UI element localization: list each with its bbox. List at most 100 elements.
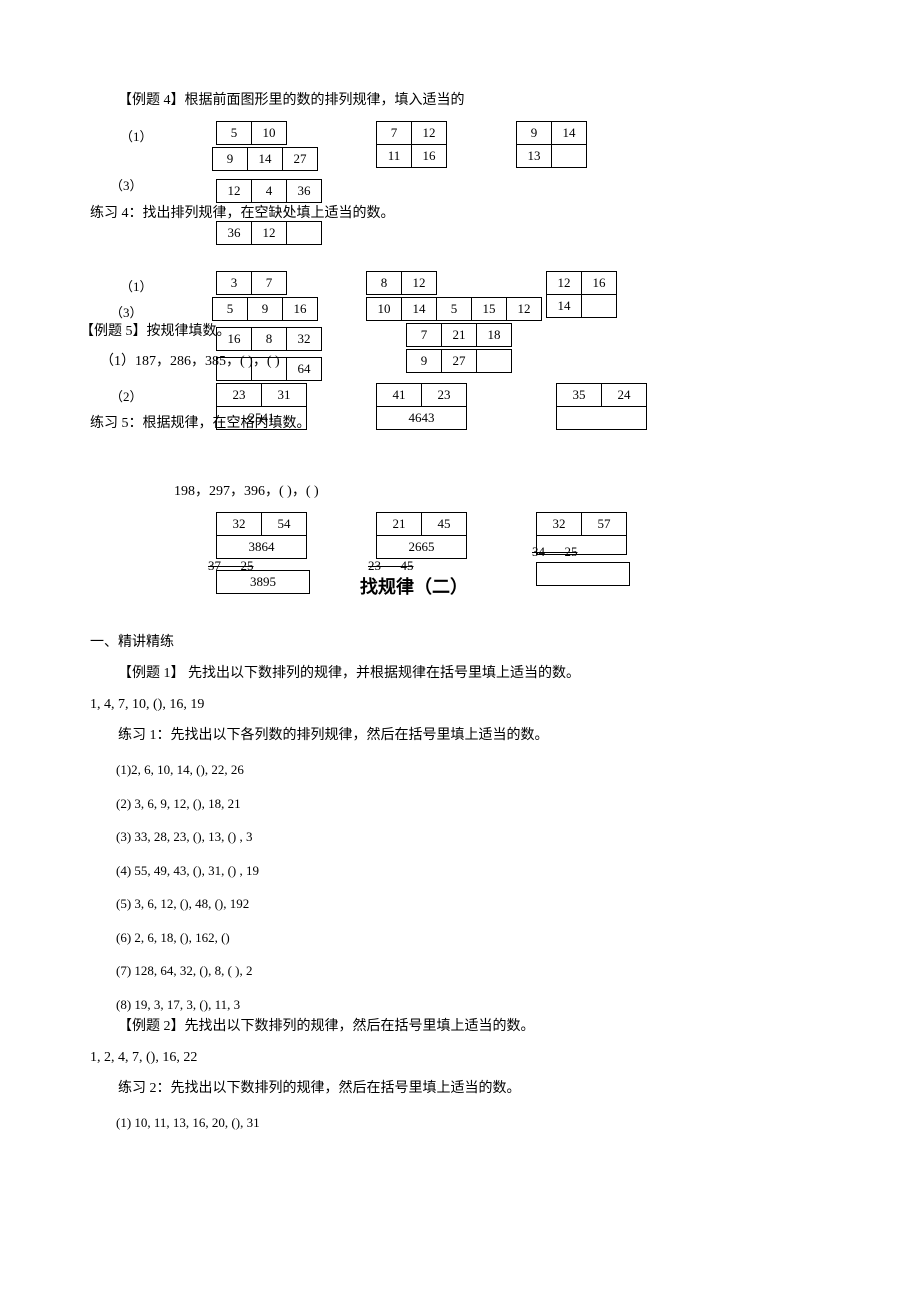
ex4-title: 【例题 4】根据前面图形里的数的排列规律，填入适当的 bbox=[90, 90, 830, 111]
q1-title: 【例题 1】 先找出以下数排列的规律，并根据规律在括号里填上适当的数。 bbox=[90, 663, 830, 684]
cell: 12 bbox=[547, 272, 582, 295]
ex4-grid-1a: 510 bbox=[216, 121, 287, 145]
cell: 8 bbox=[252, 328, 287, 351]
pr4-grid-2c: 72118 bbox=[406, 323, 512, 347]
pr4-grid-1c: 16832 bbox=[216, 327, 322, 351]
cell: 3895 bbox=[217, 571, 310, 594]
cell: 25 bbox=[565, 544, 578, 559]
pr4-grid-1b: 5916 bbox=[212, 297, 318, 321]
cell: 36 bbox=[287, 180, 322, 203]
cell: 41 bbox=[377, 384, 422, 407]
pr4-grid-2a: 812 bbox=[366, 271, 437, 295]
pr4-grid-2b: 101451512 bbox=[366, 297, 542, 321]
cell: 18 bbox=[477, 324, 512, 347]
cell: 14 bbox=[248, 148, 283, 171]
cell: 12 bbox=[402, 272, 437, 295]
cell: 5 bbox=[437, 298, 472, 321]
pr1-item-1: (1)2, 6, 10, 14, (), 22, 26 bbox=[116, 760, 830, 780]
cell: 36 bbox=[217, 222, 252, 245]
pr2-item-1: (1) 10, 11, 13, 16, 20, (), 31 bbox=[116, 1113, 830, 1133]
pr1-item-3: (3) 33, 28, 23, (), 13, () , 3 bbox=[116, 827, 830, 847]
ex4-label-3: （3） bbox=[110, 176, 143, 196]
title-2: 找规律（二） bbox=[360, 574, 468, 601]
ex5-title: 【例题 5】按规律填数。 bbox=[80, 321, 231, 342]
pr2-title: 练习 2：先找出以下数排列的规律，然后在括号里填上适当的数。 bbox=[90, 1078, 830, 1099]
ex4-grid-2: 712 1116 bbox=[376, 121, 447, 168]
pr4-grid-1a: 37 bbox=[216, 271, 287, 295]
cell: 14 bbox=[552, 122, 587, 145]
cell: 32 bbox=[287, 328, 322, 351]
cell bbox=[217, 358, 252, 381]
cell: 16 bbox=[412, 145, 447, 168]
cell: 27 bbox=[442, 350, 477, 373]
ex5-grid-3: 3524 bbox=[556, 383, 647, 430]
cell bbox=[537, 563, 630, 586]
pr5-grid-2: 2145 2665 bbox=[376, 512, 467, 559]
cell bbox=[287, 222, 322, 245]
cell: 9 bbox=[213, 148, 248, 171]
pr1-item-5: (5) 3, 6, 12, (), 48, (), 192 bbox=[116, 894, 830, 914]
cell: 16 bbox=[582, 272, 617, 295]
cell: 5 bbox=[213, 298, 248, 321]
pr5-grid-1: 3254 3864 bbox=[216, 512, 307, 559]
pr4-grid-1d: 64 bbox=[216, 357, 322, 381]
cell: 45 bbox=[401, 558, 414, 573]
cell: 23 bbox=[368, 558, 381, 573]
cell: 5 bbox=[217, 122, 252, 145]
cell bbox=[477, 350, 512, 373]
cell: 4 bbox=[252, 180, 287, 203]
cell: 45 bbox=[422, 513, 467, 536]
pr1-item-6: (6) 2, 6, 18, (), 162, () bbox=[116, 928, 830, 948]
cell: 16 bbox=[217, 328, 252, 351]
cell: 10 bbox=[367, 298, 402, 321]
pr4-grid-2d: 927 bbox=[406, 349, 512, 373]
cell: 54 bbox=[262, 513, 307, 536]
cell: 23 bbox=[422, 384, 467, 407]
ex4-label-1: （1） bbox=[120, 127, 153, 147]
cell: 21 bbox=[377, 513, 422, 536]
cell: 11 bbox=[377, 145, 412, 168]
cell: 24 bbox=[602, 384, 647, 407]
cell: 12 bbox=[252, 222, 287, 245]
cell: 9 bbox=[248, 298, 283, 321]
cell: 12 bbox=[412, 122, 447, 145]
cell: 27 bbox=[283, 148, 318, 171]
cell: 10 bbox=[252, 122, 287, 145]
cell: 32 bbox=[537, 513, 582, 536]
cell: 3 bbox=[217, 272, 252, 295]
cell: 8 bbox=[367, 272, 402, 295]
cell: 9 bbox=[407, 350, 442, 373]
pr4-label-1: （1） bbox=[120, 277, 153, 297]
ex4-grid-1c: 12436 bbox=[216, 179, 322, 203]
cell: 21 bbox=[442, 324, 477, 347]
pr5-seq: 198，297，396，( )，( ) bbox=[174, 481, 830, 502]
cell bbox=[557, 407, 647, 430]
pr1-item-2: (2) 3, 6, 9, 12, (), 18, 21 bbox=[116, 794, 830, 814]
cell: 15 bbox=[472, 298, 507, 321]
cell bbox=[252, 358, 287, 381]
cell: 9 bbox=[517, 122, 552, 145]
pr5-grid-1b: 3895 bbox=[216, 570, 310, 594]
ex4-grid-1d: 3612 bbox=[216, 221, 322, 245]
pr1-title: 练习 1：先找出以下各列数的排列规律，然后在括号里填上适当的数。 bbox=[90, 725, 830, 746]
cell: 12 bbox=[507, 298, 542, 321]
cell: 23 bbox=[217, 384, 262, 407]
cell: 57 bbox=[582, 513, 627, 536]
pr5-grid-3b bbox=[536, 562, 630, 586]
pr1-item-7: (7) 128, 64, 32, (), 8, ( ), 2 bbox=[116, 961, 830, 981]
cell: 35 bbox=[557, 384, 602, 407]
pr5-grid-3-mid: 34 25 bbox=[532, 542, 578, 562]
ex5-grid-2: 4123 4643 bbox=[376, 383, 467, 430]
q2-title: 【例题 2】先找出以下数排列的规律，然后在括号里填上适当的数。 bbox=[90, 1016, 830, 1037]
cell bbox=[552, 145, 587, 168]
ex4-grid-1b: 91427 bbox=[212, 147, 318, 171]
cell: 12 bbox=[217, 180, 252, 203]
pr5-grid-2-mid: 23 45 bbox=[368, 556, 414, 576]
cell: 64 bbox=[287, 358, 322, 381]
pr1-item-8: (8) 19, 3, 17, 3, (), 11, 3 bbox=[116, 995, 830, 1015]
section-1: 一、精讲精练 bbox=[90, 632, 830, 653]
cell: 14 bbox=[402, 298, 437, 321]
pr1-item-4: (4) 55, 49, 43, (), 31, () , 19 bbox=[116, 861, 830, 881]
practice5-text: 练习 5：根据规律，在空格内填数。 bbox=[90, 413, 311, 434]
ex4-grid-3: 914 13 bbox=[516, 121, 587, 168]
